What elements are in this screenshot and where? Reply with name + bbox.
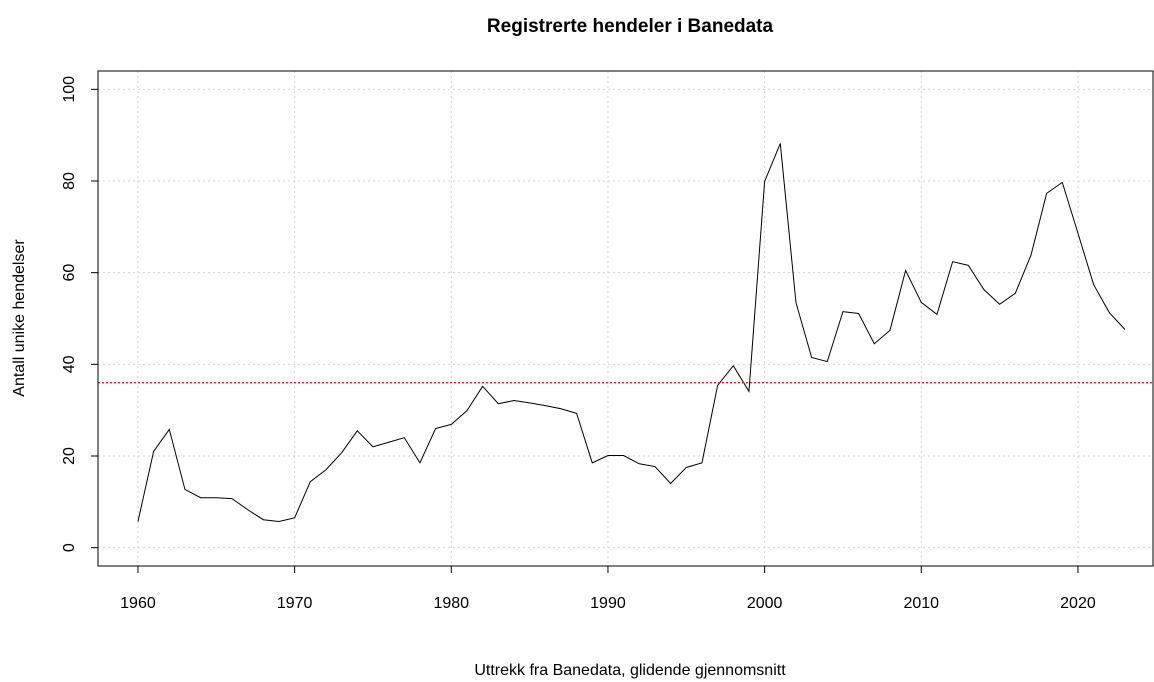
x-tick-label: 1990: [590, 595, 626, 612]
y-tick-label: 40: [61, 355, 78, 373]
chart-title: Registrerte hendeler i Banedata: [487, 16, 774, 37]
y-axis-label: Antall unike hendelser: [11, 239, 28, 397]
y-tick-label: 60: [61, 264, 78, 282]
y-tick-label: 80: [61, 172, 78, 190]
y-tick-label: 0: [61, 543, 78, 552]
x-tick-label: 1980: [433, 595, 469, 612]
data-line: [137, 143, 1126, 523]
plot-frame: [97, 70, 1154, 567]
x-tick-label: 1960: [120, 595, 156, 612]
x-tick-label: 1970: [277, 595, 313, 612]
x-tick-label: 2000: [747, 595, 783, 612]
y-tick-label: 20: [61, 447, 78, 465]
x-axis-label: Uttrekk fra Banedata, glidende gjennomsn…: [474, 662, 786, 679]
x-tick-label: 2010: [903, 595, 939, 612]
y-tick-label: 100: [61, 76, 78, 103]
x-tick-label: 2020: [1060, 595, 1096, 612]
